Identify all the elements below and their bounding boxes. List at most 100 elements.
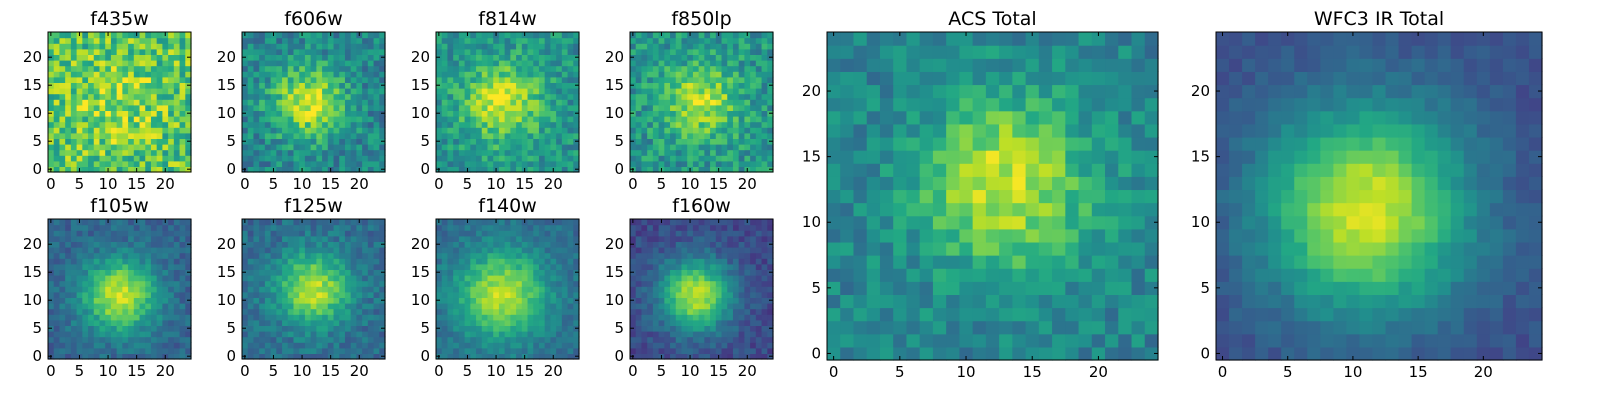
- heatmap-cell: [179, 325, 186, 332]
- heatmap-cell: [664, 93, 671, 100]
- heatmap-cell: [304, 155, 312, 162]
- heatmap-cell: [664, 110, 671, 117]
- heatmap-cell: [156, 263, 163, 270]
- heatmap-cell: [527, 275, 534, 282]
- heatmap-cell: [635, 88, 643, 95]
- heatmap-cell: [436, 149, 443, 156]
- heatmap-cell: [732, 275, 740, 282]
- heatmap-cell: [521, 252, 529, 259]
- heatmap-cell: [76, 43, 83, 50]
- heatmap-cell: [310, 48, 317, 55]
- heatmap-cell: [185, 116, 192, 123]
- heatmap-cell: [162, 65, 169, 72]
- heatmap-cell: [464, 88, 471, 95]
- heatmap-cell: [322, 110, 329, 117]
- heatmap-cell: [82, 297, 89, 304]
- heatmap-cell: [687, 269, 694, 276]
- heatmap-cell: [264, 230, 272, 237]
- heatmap-cell: [704, 314, 711, 321]
- heatmap-cell: [516, 319, 523, 326]
- heatmap-cell: [185, 32, 192, 39]
- heatmap-cell: [282, 286, 289, 293]
- heatmap-cell: [310, 325, 317, 332]
- heatmap-cell: [727, 353, 734, 360]
- heatmap-cell: [767, 342, 774, 349]
- heatmap-cell: [670, 291, 677, 298]
- heatmap-cell: [93, 319, 101, 326]
- heatmap-cell: [156, 230, 163, 237]
- heatmap-cell: [379, 308, 386, 315]
- heatmap-cell: [550, 54, 557, 61]
- heatmap-cell: [750, 93, 757, 100]
- heatmap-cell: [538, 104, 546, 111]
- heatmap-cell: [253, 138, 260, 145]
- heatmap-cell: [168, 116, 175, 123]
- heatmap-cell: [641, 121, 648, 128]
- heatmap-cell: [470, 353, 477, 360]
- heatmap-cell: [253, 54, 260, 61]
- heatmap-cell: [504, 247, 511, 254]
- heatmap-cell: [339, 93, 346, 100]
- heatmap-cell: [59, 303, 66, 310]
- heatmap-cell: [333, 308, 340, 315]
- heatmap-cell: [521, 144, 529, 151]
- heatmap-cell: [447, 291, 454, 298]
- heatmap-cell: [510, 65, 517, 72]
- heatmap-cell: [264, 219, 272, 226]
- heatmap-cell: [681, 331, 688, 338]
- heatmap-cell: [48, 314, 55, 321]
- heatmap-cell: [339, 60, 346, 67]
- heatmap-cell: [150, 297, 158, 304]
- heatmap-cell: [727, 275, 734, 282]
- heatmap-cell: [327, 48, 335, 55]
- heatmap-cell: [350, 342, 357, 349]
- heatmap-cell: [282, 82, 289, 89]
- heatmap-cell: [687, 314, 694, 321]
- heatmap-cell: [476, 224, 483, 231]
- heatmap-cell: [664, 116, 671, 123]
- heatmap-cell: [156, 331, 163, 338]
- heatmap-cell: [698, 65, 705, 72]
- heatmap-cell: [453, 263, 460, 270]
- heatmap-cell: [504, 319, 511, 326]
- heatmap-cell: [670, 166, 677, 173]
- heatmap-cell: [122, 241, 129, 248]
- heatmap-cell: [150, 166, 158, 173]
- heatmap-cell: [755, 286, 763, 293]
- heatmap-cell: [476, 247, 483, 254]
- x-tick-label: 20: [350, 362, 369, 380]
- heatmap-cell: [173, 93, 181, 100]
- heatmap-cell: [350, 286, 357, 293]
- heatmap-cell: [59, 325, 66, 332]
- heatmap-cell: [48, 263, 55, 270]
- heatmap-cell: [527, 76, 534, 83]
- heatmap-cell: [99, 166, 106, 173]
- heatmap-cell: [561, 269, 569, 276]
- heatmap-cell: [647, 76, 654, 83]
- heatmap-cell: [99, 160, 106, 167]
- heatmap-cell: [82, 303, 89, 310]
- heatmap-cell: [527, 235, 534, 242]
- heatmap-cell: [510, 110, 517, 117]
- heatmap-cell: [556, 104, 563, 111]
- heatmap-cell: [362, 138, 369, 145]
- heatmap-cell: [567, 82, 574, 89]
- heatmap-cell: [122, 303, 129, 310]
- heatmap-cell: [556, 291, 563, 298]
- heatmap-cell: [635, 104, 643, 111]
- heatmap-cell: [53, 99, 61, 106]
- heatmap-cell: [247, 314, 255, 321]
- heatmap-cell: [70, 319, 78, 326]
- heatmap-cell: [299, 71, 306, 78]
- heatmap-cell: [710, 291, 717, 298]
- heatmap-cell: [441, 43, 449, 50]
- heatmap-cell: [744, 82, 751, 89]
- heatmap-cell: [162, 48, 169, 55]
- heatmap-cell: [533, 241, 540, 248]
- heatmap-cell: [145, 342, 152, 349]
- heatmap-cell: [556, 43, 563, 50]
- heatmap-cell: [247, 71, 255, 78]
- heatmap-cell: [128, 138, 135, 145]
- heatmap-cell: [647, 336, 654, 343]
- heatmap-cell: [704, 308, 711, 315]
